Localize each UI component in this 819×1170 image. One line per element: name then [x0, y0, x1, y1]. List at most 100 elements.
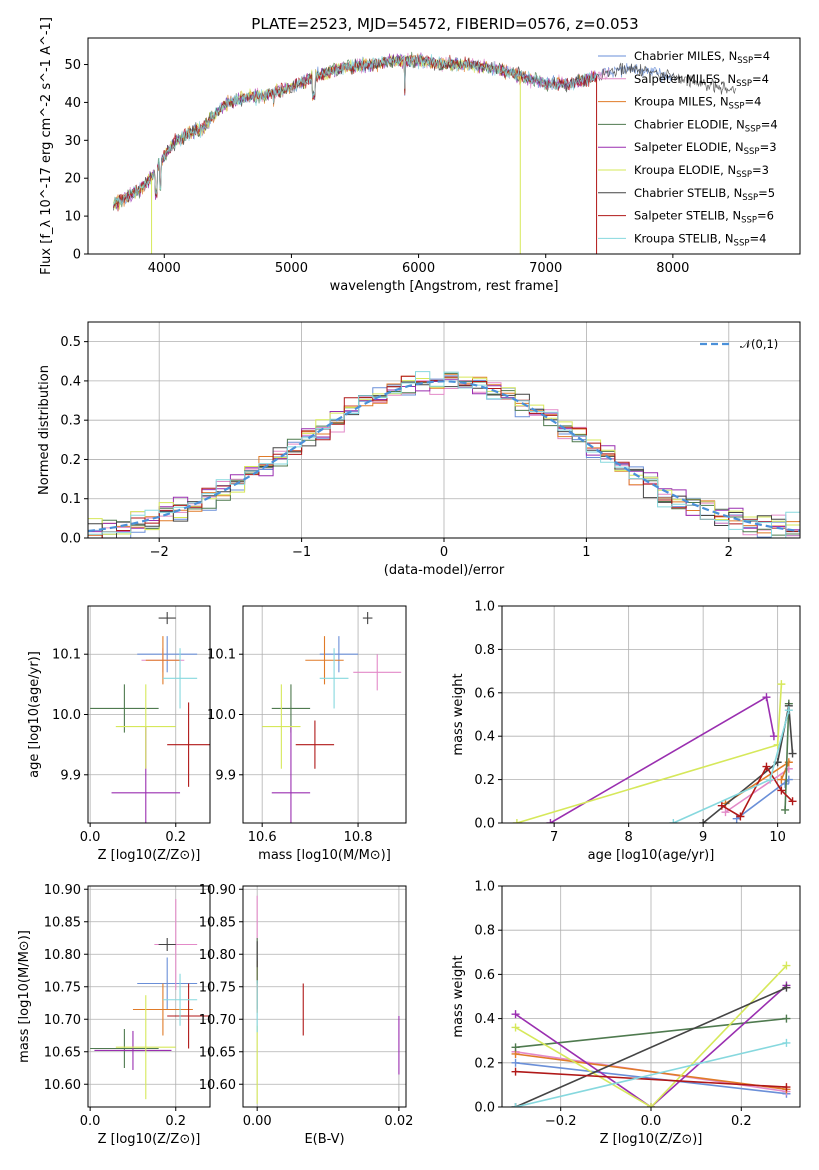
y-tick-label: 0.8 [474, 924, 495, 939]
y-tick-label: 30 [64, 134, 81, 149]
y-tick-label: 0.4 [60, 374, 81, 389]
weight-marker [769, 732, 778, 741]
y-tick-label: 10.80 [44, 948, 81, 963]
x-tick-label: 4000 [148, 261, 181, 276]
y-tick-label: 10.1 [207, 648, 236, 663]
age_vs_mass-panel: 10.6 10.8 9.9 10.0 10.1 mass [log10(M/M⊙)] [207, 605, 407, 863]
mass_vs_Z-axes-frame [87, 885, 211, 1108]
mass_vs_ebv-plot-area [256, 895, 400, 1104]
y-axis-label: mass weight [451, 955, 466, 1037]
x-tick-label: −1 [292, 545, 311, 560]
x-axis-label: Z [log10(Z/Z⊙)] [98, 848, 201, 863]
age_vs_mass-plot-area [262, 612, 402, 823]
weight-marker [784, 706, 793, 715]
y-tick-label: 0.3 [60, 414, 81, 429]
y-tick-label: 10.75 [199, 980, 236, 995]
y-axis-label: mass weight [451, 673, 466, 755]
y-tick-label: 0.6 [474, 686, 495, 701]
weight-marker [511, 1043, 520, 1052]
x-tick-label: 10 [769, 830, 786, 845]
mass_vs_Z-panel: 0.0 0.2 10.60 10.65 10.70 10.75 10.80 10.85 10.9… [17, 883, 211, 1147]
y-tick-label: 0.2 [474, 1056, 495, 1071]
y-axis-label: mass [log10(M/M⊙)] [17, 930, 32, 1063]
x-axis-label: Z [log10(Z/Z⊙)] [98, 1132, 201, 1147]
y-tick-label: 0.0 [60, 532, 81, 547]
legend-entry: Salpeter STELIB, NSSP=6 [634, 209, 774, 226]
mass_vs_ebv-axes-frame [242, 885, 407, 1108]
y-tick-label: 10.90 [44, 883, 81, 898]
x-axis-label: wavelength [Angstrom, rest frame] [330, 279, 559, 294]
legend-entry: Chabrier ELODIE, NSSP=4 [634, 117, 778, 134]
spectrum-axes-frame [87, 37, 801, 255]
legend-entry: Chabrier MILES, NSSP=4 [634, 49, 770, 66]
weight-marker [511, 1103, 520, 1107]
weight-marker [717, 801, 726, 810]
y-tick-label: 10.85 [44, 915, 81, 930]
weight-marker [511, 1058, 520, 1067]
x-tick-label: 0.2 [165, 830, 186, 845]
x-tick-label: 0.0 [80, 1114, 101, 1129]
x-tick-label: 9 [699, 830, 707, 845]
weight-marker [781, 779, 790, 788]
weight-marker [669, 819, 678, 823]
weight-line [549, 695, 775, 823]
weight-marker [512, 819, 521, 823]
y-tick-label: 10.85 [199, 915, 236, 930]
y-tick-label: 10.60 [199, 1078, 236, 1093]
y-tick-label: 0.1 [60, 492, 81, 507]
y-axis-label: Normed distribution [37, 365, 52, 495]
weight_vs_age-plot-area [512, 680, 797, 823]
y-tick-label: 10.1 [52, 648, 81, 663]
y-tick-label: 9.9 [215, 768, 236, 783]
x-tick-label: 6000 [402, 261, 435, 276]
weight-marker [788, 749, 797, 758]
x-tick-label: 0.2 [731, 1114, 752, 1129]
weight-marker [699, 819, 708, 823]
y-tick-label: 0.5 [60, 335, 81, 350]
weight-marker [546, 819, 555, 823]
y-tick-label: 10.70 [199, 1013, 236, 1028]
y-tick-label: 10.75 [44, 980, 81, 995]
y-tick-label: 0.0 [474, 817, 495, 832]
y-tick-label: 10 [64, 210, 81, 225]
y-tick-label: 10.65 [44, 1045, 81, 1060]
weight-marker [777, 775, 786, 784]
y-tick-label: 50 [64, 58, 81, 73]
y-tick-label: 10.60 [44, 1078, 81, 1093]
x-tick-label: 8000 [656, 261, 689, 276]
weight-marker [781, 805, 790, 814]
y-tick-label: 10.90 [199, 883, 236, 898]
weight-marker [788, 797, 797, 806]
weight-line [515, 1053, 787, 1091]
x-axis-label: E(B-V) [304, 1132, 344, 1147]
y-tick-label: 0.0 [474, 1101, 495, 1116]
legend-entry: Kroupa STELIB, NSSP=4 [634, 231, 766, 248]
weight_vs_Z-panel: −0.2 0.0 0.2 0.0 0.2 0.4 0.6 0.8 1.0 Z [log10(Z/Z… [451, 880, 801, 1147]
weight-marker [782, 1038, 791, 1047]
weight-marker [777, 680, 786, 689]
y-tick-label: 10.0 [207, 708, 236, 723]
weight-marker [511, 1067, 520, 1076]
x-axis-label: age [log10(age/yr)] [588, 848, 715, 863]
x-tick-label: 1 [582, 545, 590, 560]
weight-marker [782, 961, 791, 970]
weight-marker [782, 983, 791, 992]
spectrum-line [113, 54, 597, 206]
residuals-plot-area [88, 371, 800, 538]
weight-line [516, 684, 783, 823]
y-tick-label: 0.6 [474, 968, 495, 983]
y-tick-label: 20 [64, 172, 81, 187]
y-tick-label: 0.2 [60, 453, 81, 468]
y-tick-label: 10.80 [199, 948, 236, 963]
weight_vs_Z-plot-area [511, 961, 791, 1107]
age_vs_Z-plot-area [90, 612, 210, 823]
legend-entry: Salpeter ELODIE, NSSP=3 [634, 140, 777, 157]
x-tick-label: 10.6 [248, 830, 277, 845]
mass_vs_Z-plot-area [90, 899, 210, 1100]
x-tick-label: 0.00 [243, 1114, 272, 1129]
age_vs_Z-panel: 0.0 0.2 9.9 10.0 10.1 Z [log10(Z/Z⊙)] age [log… [27, 605, 211, 863]
x-tick-label: 0.0 [80, 830, 101, 845]
weight-marker [511, 1010, 520, 1019]
